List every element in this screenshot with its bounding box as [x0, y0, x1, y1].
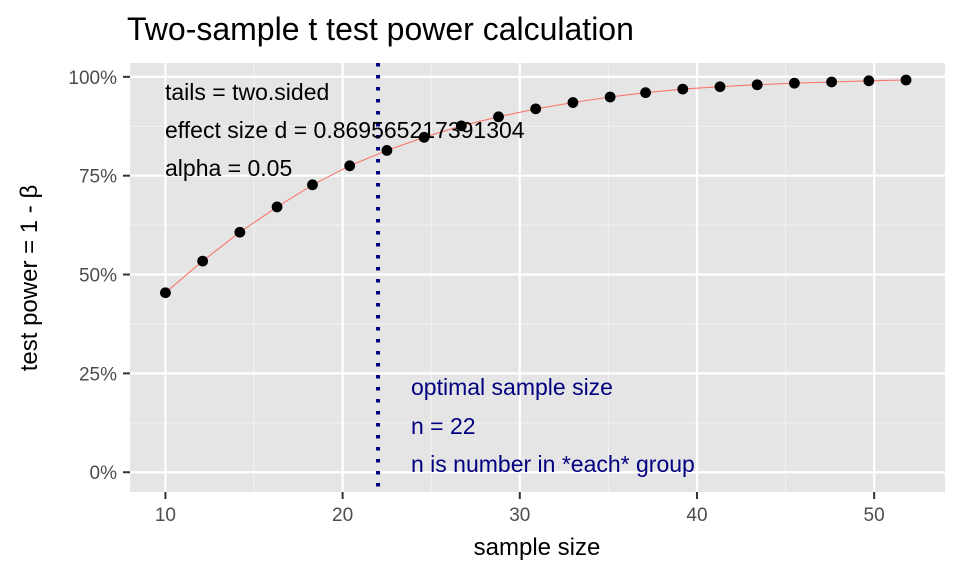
data-point: [197, 255, 209, 267]
annotation-optimal-note: n is number in *each* group: [411, 451, 695, 477]
data-point: [789, 77, 800, 89]
data-point: [826, 76, 838, 88]
major-gridlines: [130, 63, 945, 492]
annotation-tails: tails = two.sided: [165, 79, 329, 105]
data-point: [677, 83, 689, 95]
y-tick-label: 100%: [68, 68, 117, 89]
data-point: [493, 111, 504, 123]
y-tick-label: 0%: [90, 463, 118, 484]
data-point: [271, 201, 283, 213]
data-point: [160, 287, 171, 299]
annotation-parameters: tails = two.sided effect size d = 0.8695…: [165, 79, 525, 181]
x-tick-label: 50: [864, 505, 885, 526]
series-layer: [160, 74, 912, 299]
data-point: [751, 79, 763, 91]
data-point: [530, 103, 542, 115]
data-point: [640, 87, 651, 99]
chart-title: Two-sample t test power calculation: [127, 11, 634, 47]
annotation-optimal-title: optimal sample size: [411, 374, 613, 400]
data-point: [307, 179, 318, 191]
annotation-alpha: alpha = 0.05: [165, 155, 292, 181]
data-point: [344, 160, 356, 172]
annotation-optimal: optimal sample size n = 22 n is number i…: [411, 374, 695, 477]
x-axis-title: sample size: [474, 534, 601, 561]
plot-panel: [130, 63, 945, 492]
data-point: [418, 131, 430, 143]
data-point: [567, 97, 579, 108]
axis-ticks: 10 20 30 40 50 0% 25% 50% 75% 100%: [68, 68, 884, 526]
y-tick-label: 25%: [79, 364, 117, 385]
x-tick-label: 10: [155, 505, 176, 526]
data-point: [604, 91, 616, 103]
data-point: [381, 144, 393, 156]
annotation-effect-size: effect size d = 0.869565217391304: [165, 117, 525, 143]
data-point: [863, 75, 875, 87]
annotation-optimal-n: n = 22: [411, 413, 476, 439]
y-tick-label: 50%: [79, 266, 117, 287]
data-point: [900, 74, 912, 86]
minor-gridlines: [130, 63, 945, 492]
y-axis-title: test power = 1 - β: [16, 185, 43, 372]
data-point: [455, 120, 467, 132]
x-tick-label: 30: [509, 505, 530, 526]
data-point: [714, 81, 726, 93]
x-tick-label: 20: [332, 505, 353, 526]
x-tick-label: 40: [686, 505, 707, 526]
y-tick-label: 75%: [79, 167, 117, 188]
data-point: [234, 226, 246, 238]
